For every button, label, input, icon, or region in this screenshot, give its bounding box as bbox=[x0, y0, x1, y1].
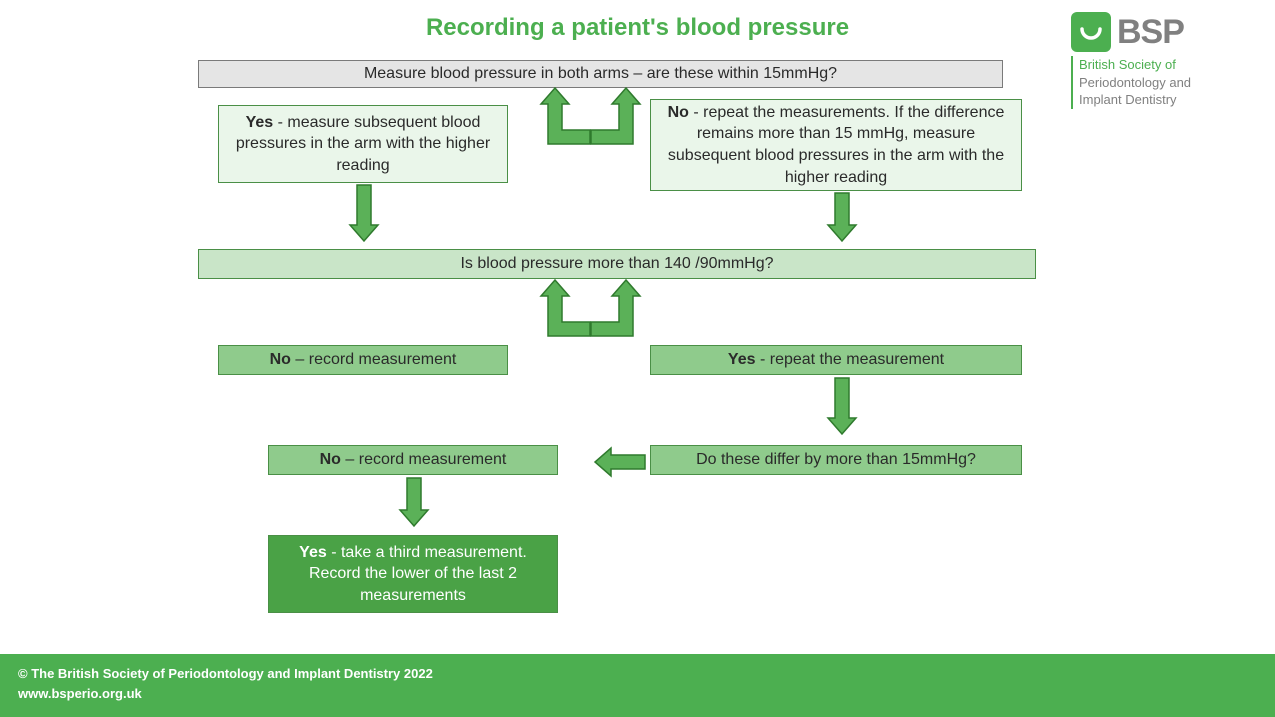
flow-arrow bbox=[576, 88, 634, 146]
flow-box-yes2: Yes - repeat the measurement bbox=[650, 345, 1022, 375]
flow-box-no1: No - repeat the measurements. If the dif… bbox=[650, 99, 1022, 191]
footer-url: www.bsperio.org.uk bbox=[18, 684, 1257, 704]
flow-box-no2: No – record measurement bbox=[218, 345, 508, 375]
flow-box-no3: No – record measurement bbox=[268, 445, 558, 475]
flowchart-canvas: Measure blood pressure in both arms – ar… bbox=[0, 50, 1275, 670]
flow-box-q2: Is blood pressure more than 140 /90mmHg? bbox=[198, 249, 1036, 279]
flow-arrow bbox=[350, 185, 378, 241]
footer: © The British Society of Periodontology … bbox=[0, 654, 1275, 717]
footer-copyright: © The British Society of Periodontology … bbox=[18, 664, 1257, 684]
smile-icon bbox=[1071, 12, 1111, 52]
flow-arrow bbox=[595, 448, 645, 476]
flow-arrow bbox=[400, 478, 428, 526]
flow-box-q1: Measure blood pressure in both arms – ar… bbox=[198, 60, 1003, 88]
flow-box-q3: Do these differ by more than 15mmHg? bbox=[650, 445, 1022, 475]
flow-box-yes3: Yes - take a third measurement. Record t… bbox=[268, 535, 558, 613]
flow-box-yes1: Yes - measure subsequent blood pressures… bbox=[218, 105, 508, 183]
flow-arrow bbox=[576, 280, 634, 338]
flow-arrow bbox=[828, 193, 856, 241]
logo-text-bsp: BSP bbox=[1117, 13, 1184, 52]
flow-arrow bbox=[828, 378, 856, 434]
